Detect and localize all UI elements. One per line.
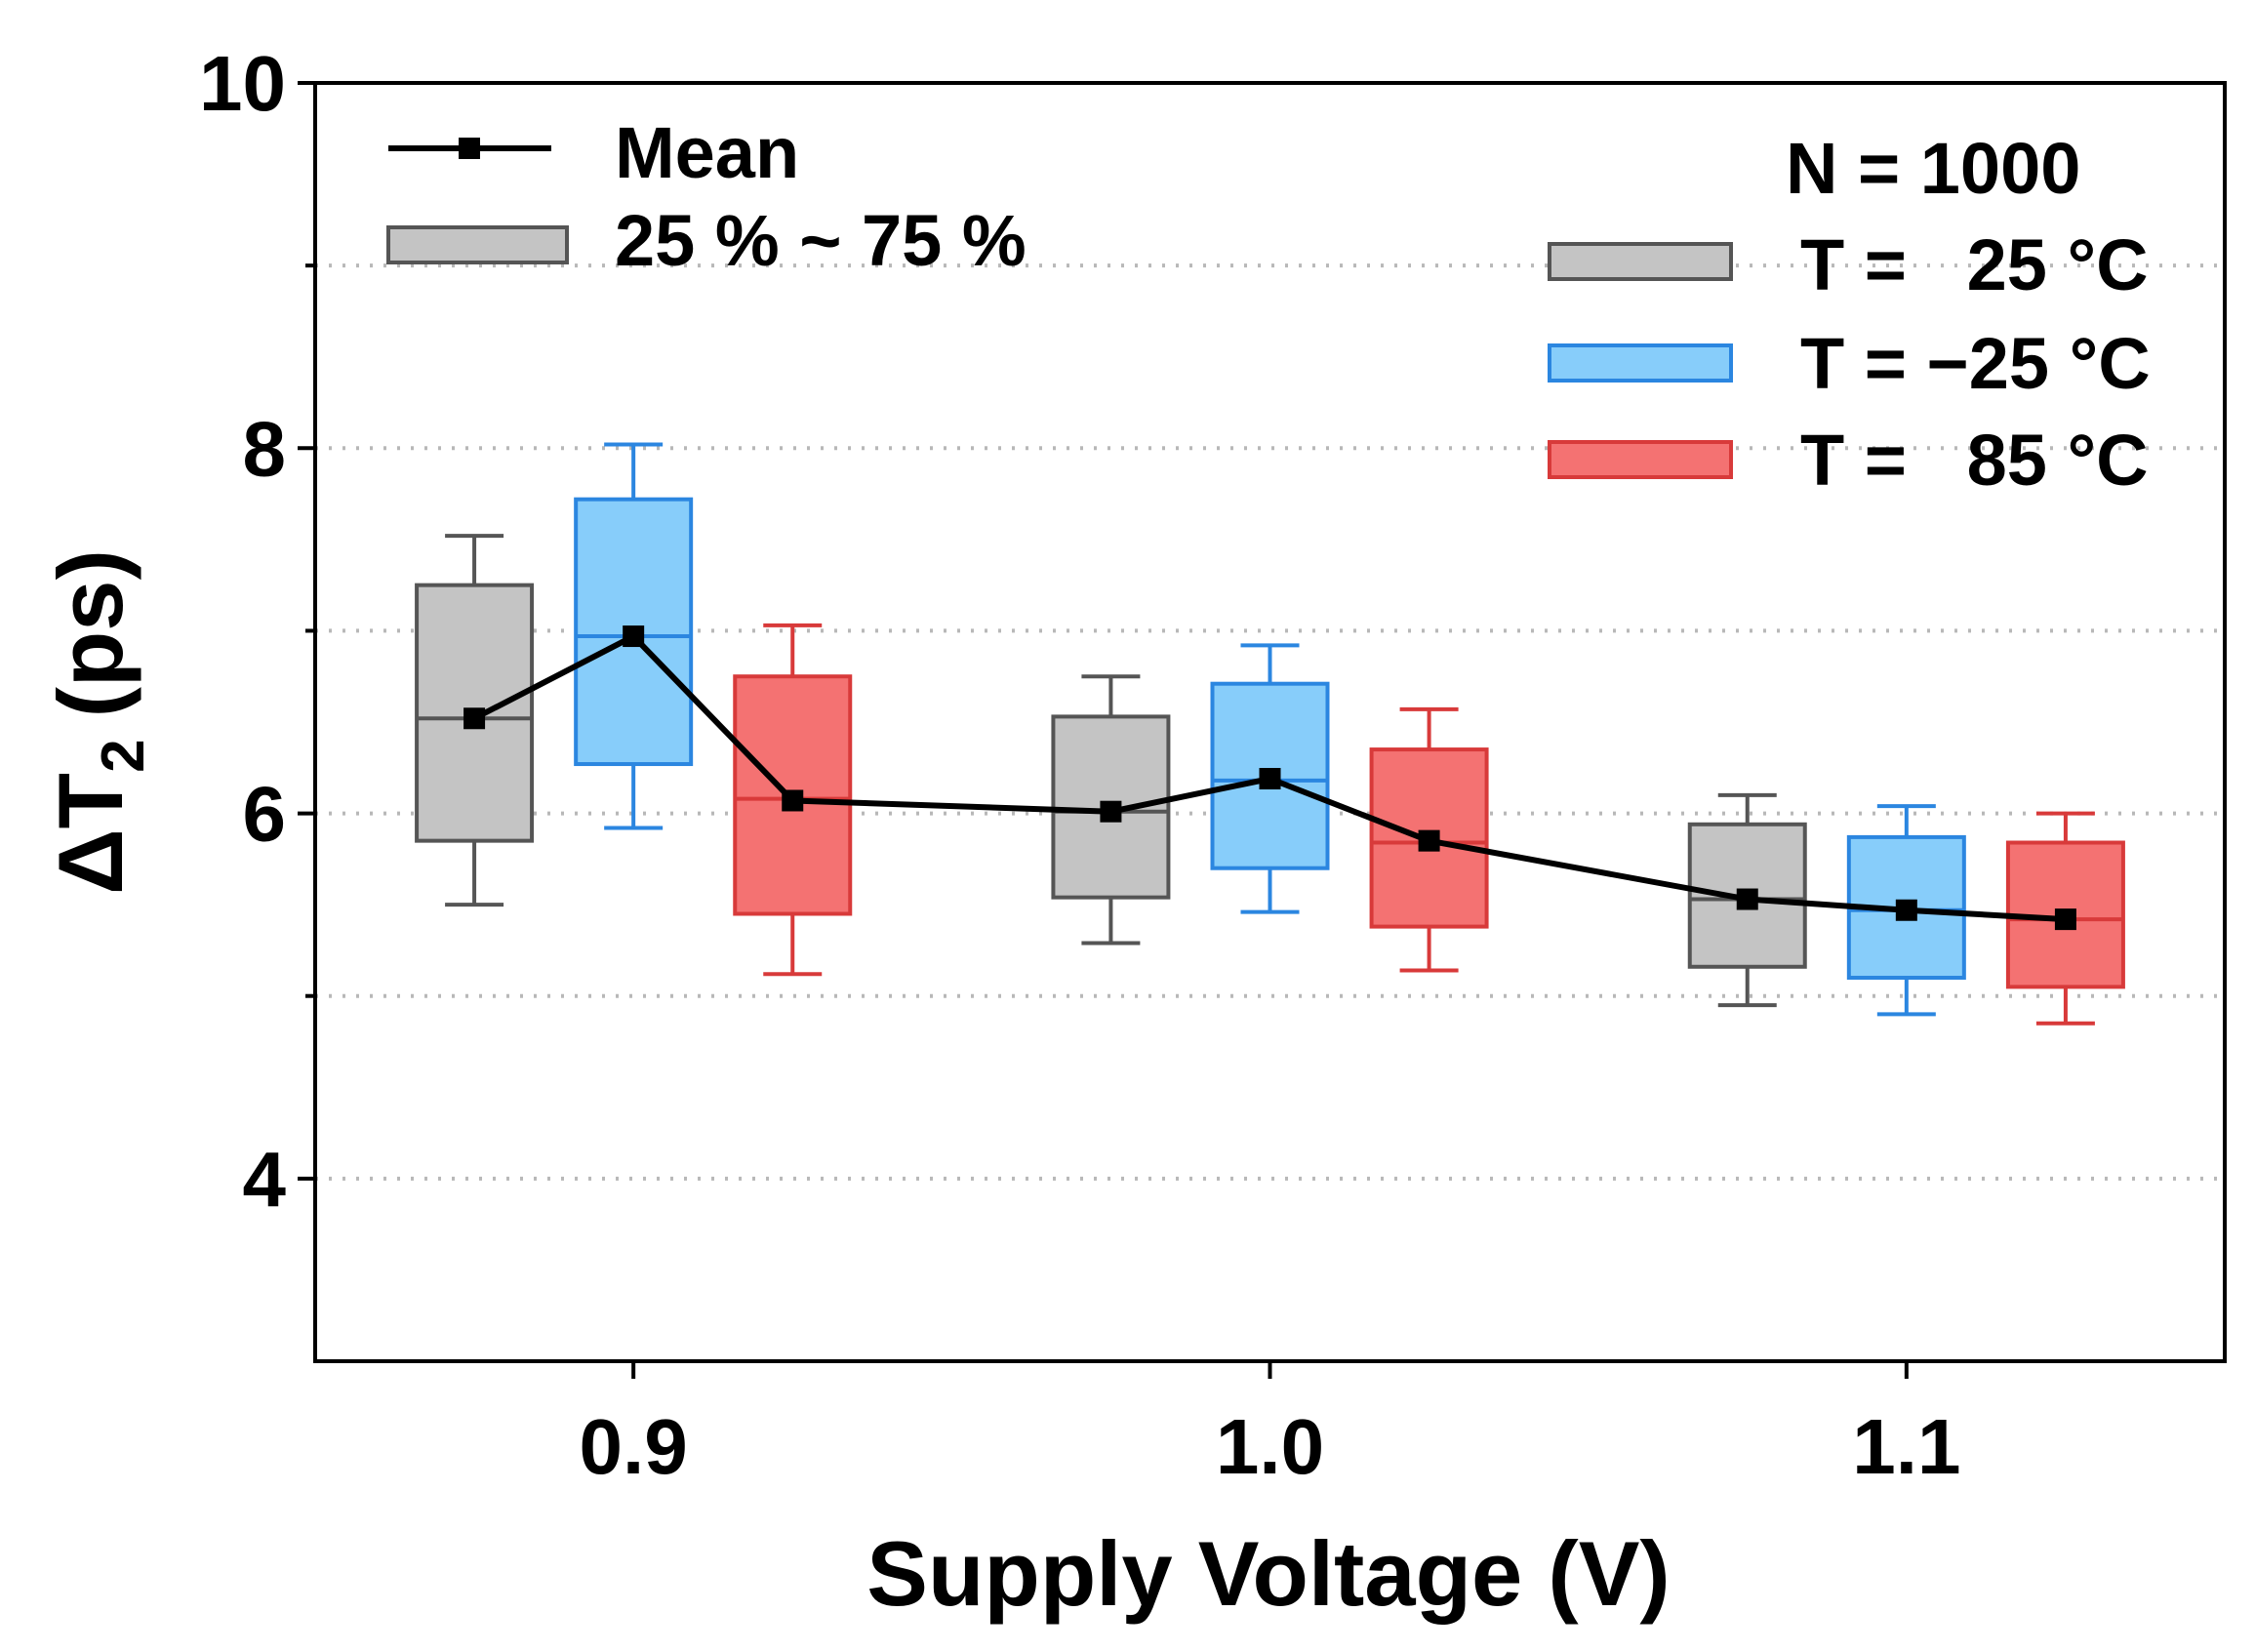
mean-series [463, 625, 2076, 931]
y-tick-label: 8 [243, 405, 287, 492]
sample-count-annotation: N = 1000 [1786, 128, 2080, 209]
legend-box-label: 25 % ~ 75 % [615, 200, 1027, 281]
x-tick-label: 0.9 [580, 1403, 688, 1490]
mean-marker [1100, 800, 1122, 823]
box-series [415, 442, 2125, 1026]
legend-swatch-minus25c [1548, 343, 1733, 383]
y-axis-title-main: ΔT [39, 773, 141, 895]
legend-mean-marker [459, 138, 480, 159]
mean-marker [1895, 899, 1917, 921]
legend-label-25c: T = 25 °C [1800, 224, 2149, 305]
mean-marker [1259, 768, 1281, 790]
legend-left: Mean 25 % ~ 75 % [386, 112, 1027, 281]
legend-swatch-25c [1548, 242, 1733, 281]
x-axis-title: Supply Voltage (V) [866, 1522, 1670, 1625]
y-tick-label: 10 [199, 40, 286, 127]
mean-marker [623, 625, 645, 648]
y-axis-title-subscript: 2 [90, 739, 157, 772]
axis-ticks: 4 6 8 10 0.9 1.0 1.1 [199, 40, 1960, 1490]
mean-marker [1418, 829, 1440, 852]
legend-label-85c: T = 85 °C [1800, 420, 2149, 501]
x-tick-label: 1.1 [1852, 1403, 1960, 1490]
y-tick-label: 4 [243, 1136, 287, 1223]
mean-marker [2054, 908, 2076, 931]
legend-swatch-85c [1548, 440, 1733, 479]
x-tick-label: 1.0 [1216, 1403, 1324, 1490]
legend-right: N = 1000 T = 25 °C T = −25 °C T = 85 °C [1548, 128, 2151, 501]
y-tick-label: 6 [243, 771, 287, 858]
mean-marker [782, 789, 804, 812]
mean-marker [1736, 888, 1758, 910]
y-axis-title: ΔT2 (ps) [39, 549, 157, 895]
svg-text:ΔT2(ps): ΔT2 (ps) [39, 549, 157, 895]
legend-label-minus25c: T = −25 °C [1800, 323, 2151, 404]
mean-marker [463, 707, 486, 730]
legend-box-swatch [386, 225, 569, 264]
legend-mean-label: Mean [615, 112, 799, 193]
y-axis-title-unit: (ps) [39, 549, 141, 717]
